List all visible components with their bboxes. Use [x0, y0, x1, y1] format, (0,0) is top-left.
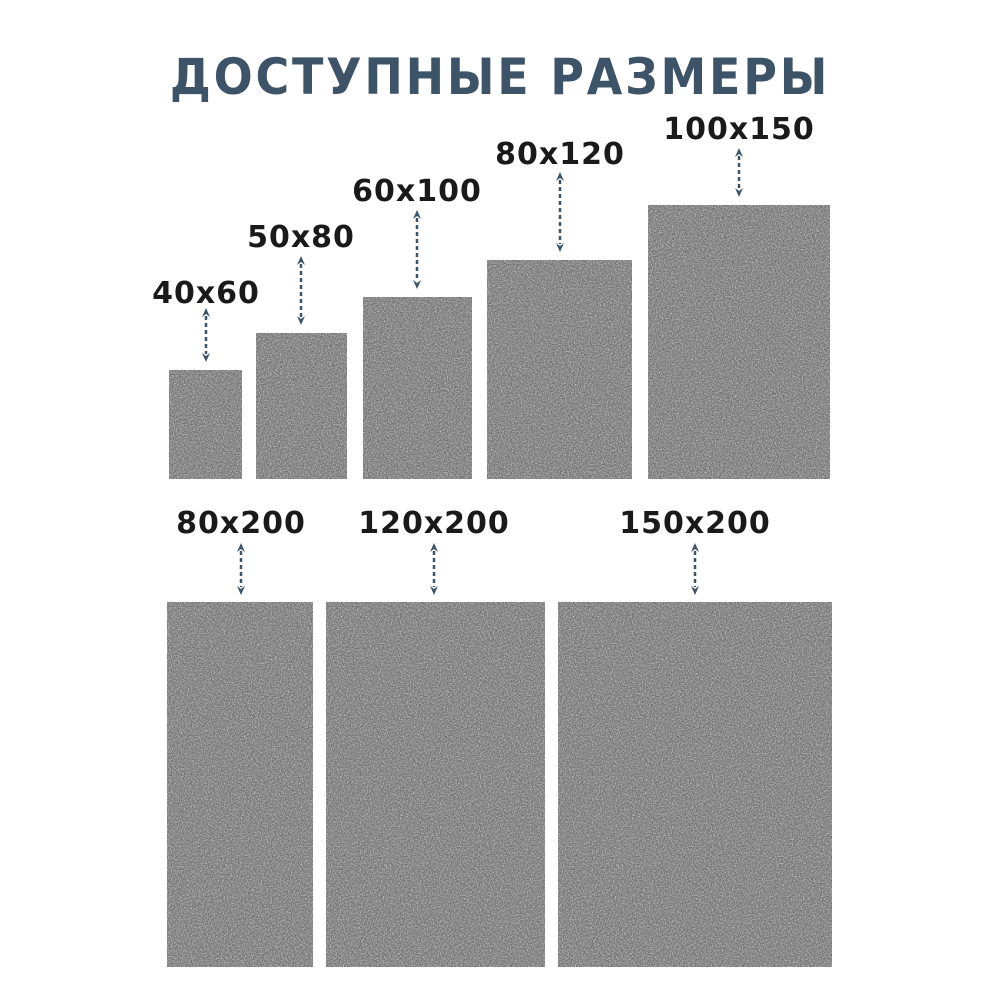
rug-image — [648, 205, 830, 479]
size-label: 80x120 — [495, 137, 625, 172]
height-arrow-icon — [690, 543, 700, 595]
page-title: ДОСТУПНЫЕ РАЗМЕРЫ — [169, 48, 831, 106]
size-label: 50x80 — [247, 220, 355, 255]
rug-image — [256, 333, 347, 479]
size-label: 60x100 — [352, 174, 482, 209]
height-arrow-icon — [236, 543, 246, 595]
height-arrow-icon — [429, 543, 439, 595]
rug-image — [363, 297, 472, 479]
rug-image — [167, 602, 313, 967]
size-label: 80x200 — [176, 506, 306, 541]
height-arrow-icon — [412, 210, 422, 289]
rug-image — [558, 602, 832, 967]
height-arrow-icon — [201, 308, 211, 362]
rug-image — [487, 260, 632, 479]
size-label: 40x60 — [152, 276, 260, 311]
height-arrow-icon — [296, 256, 306, 325]
size-label: 120x200 — [358, 506, 510, 541]
size-label: 150x200 — [619, 506, 771, 541]
height-arrow-icon — [734, 148, 744, 197]
rug-image — [326, 602, 545, 967]
rug-image — [169, 370, 242, 479]
size-label: 100x150 — [663, 112, 815, 147]
height-arrow-icon — [555, 172, 565, 252]
